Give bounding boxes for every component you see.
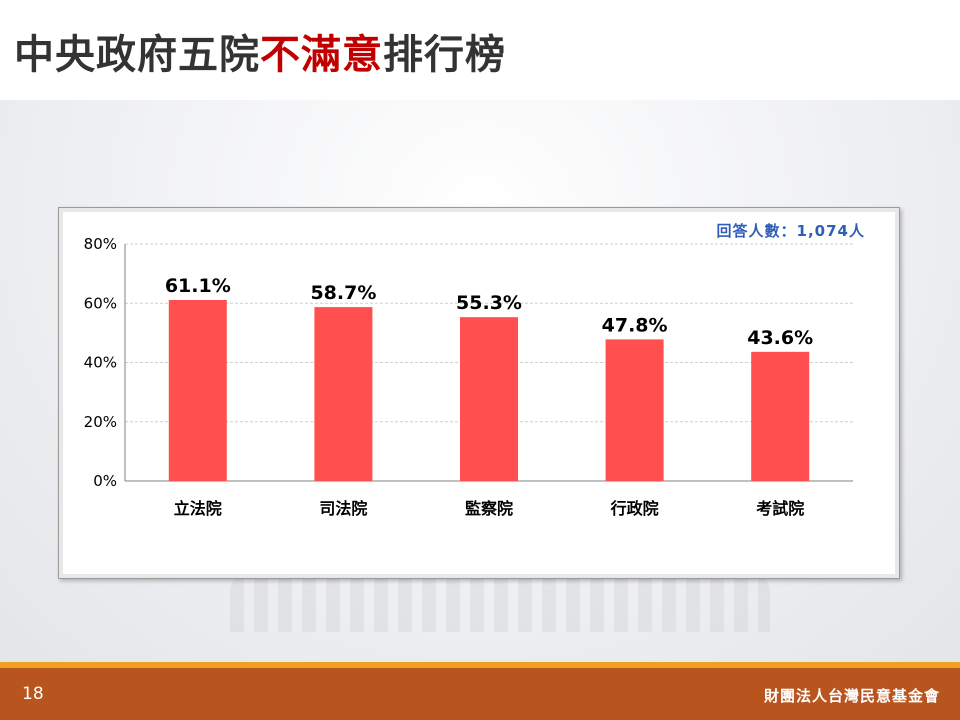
- category-label: 司法院: [319, 499, 367, 518]
- bar: [168, 299, 227, 481]
- bar: [605, 339, 664, 481]
- y-tick-label: 60%: [84, 294, 117, 312]
- chart-panel: 0% 20% 40% 60% 80% 61.1% 立法院 58.7% 司法院 55.3% 監察院 47…: [58, 207, 900, 579]
- y-tick-label: 20%: [84, 413, 117, 431]
- bar: [751, 351, 810, 481]
- y-tick-label: 0%: [93, 472, 117, 490]
- y-tick-label: 40%: [84, 354, 117, 372]
- category-label: 監察院: [465, 499, 513, 518]
- data-label: 58.7%: [310, 282, 376, 304]
- page-number: 18: [22, 684, 44, 704]
- accent-line: [0, 662, 960, 668]
- data-label: 55.3%: [456, 292, 522, 314]
- organization-name: 財團法人台灣民意基金會: [763, 687, 940, 705]
- title-bar: 中央政府五院不滿意排行榜: [0, 0, 960, 100]
- data-label: 47.8%: [602, 314, 668, 336]
- footer-bar: 18 財團法人台灣民意基金會: [0, 668, 960, 720]
- title-part2: 排行榜: [383, 32, 506, 78]
- crowd-silhouette: [230, 572, 770, 632]
- respondent-count: 回答人數：1,074人: [716, 222, 865, 240]
- category-label: 立法院: [174, 499, 222, 518]
- data-label: 61.1%: [165, 275, 231, 297]
- bar: [314, 307, 373, 481]
- title-highlight: 不滿意: [260, 32, 383, 78]
- category-label: 行政院: [610, 499, 659, 518]
- slide-title: 中央政府五院不滿意排行榜: [14, 22, 506, 80]
- category-label: 考試院: [756, 499, 804, 518]
- data-label: 43.6%: [747, 327, 813, 349]
- y-tick-label: 80%: [84, 235, 117, 253]
- bar: [460, 317, 518, 481]
- title-part1: 中央政府五院: [14, 32, 260, 78]
- bar-chart: 0% 20% 40% 60% 80% 61.1% 立法院 58.7% 司法院 55.3% 監察院 47…: [84, 235, 853, 518]
